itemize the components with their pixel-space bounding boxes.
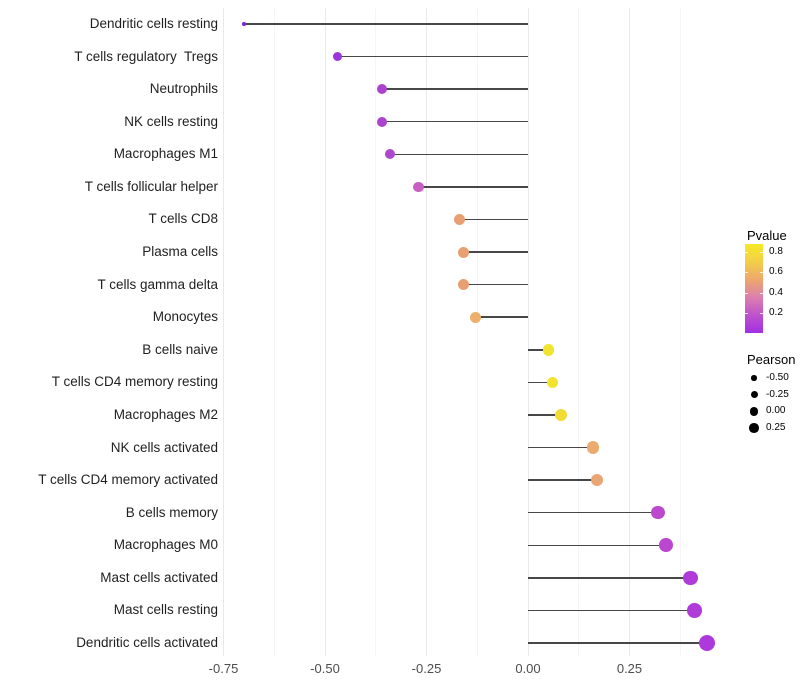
pvalue-legend-title: Pvalue bbox=[747, 228, 787, 243]
x-tick-label: -0.50 bbox=[310, 661, 340, 676]
x-tick-label: 0.00 bbox=[515, 661, 541, 676]
pearson-size-dot bbox=[749, 423, 759, 433]
pearson-legend-title: Pearson bbox=[747, 352, 796, 367]
colorbar-tick-label: 0.6 bbox=[769, 266, 783, 278]
colorbar-tick bbox=[760, 252, 763, 254]
y-axis-label: Macrophages M1 bbox=[113, 146, 218, 162]
x-tick-label: 0.25 bbox=[616, 661, 643, 676]
lollipop-dot bbox=[683, 570, 698, 586]
lollipop-dot bbox=[590, 473, 604, 487]
colorbar-tick bbox=[745, 272, 748, 274]
gridline-major bbox=[527, 8, 529, 656]
gridline-minor bbox=[578, 8, 580, 656]
colorbar-tick bbox=[760, 292, 763, 294]
lollipop-dot bbox=[376, 84, 387, 95]
lollipop-stem bbox=[381, 88, 528, 90]
lollipop-dot bbox=[586, 441, 600, 454]
lollipop-stem bbox=[528, 414, 561, 416]
lollipop-dot bbox=[659, 538, 673, 553]
lollipop-stem bbox=[528, 381, 553, 384]
y-axis-label: Mast cells activated bbox=[100, 569, 218, 585]
lollipop-dot bbox=[332, 51, 342, 62]
colorbar-tick-label: 0.2 bbox=[769, 306, 783, 318]
gridline-minor bbox=[476, 8, 478, 656]
gridline-minor bbox=[273, 8, 275, 656]
lollipop-dot bbox=[546, 376, 559, 389]
pvalue-colorbar bbox=[745, 244, 763, 333]
gridline-major bbox=[629, 8, 630, 656]
y-axis-label: Neutrophils bbox=[149, 81, 218, 97]
y-axis-label: T cells CD4 memory resting bbox=[51, 374, 218, 390]
lollipop-dot bbox=[384, 149, 396, 160]
pearson-size-dot bbox=[750, 391, 758, 399]
pearson-size-dot bbox=[751, 375, 757, 381]
y-axis-label: NK cells resting bbox=[124, 113, 218, 129]
lollipop-dot bbox=[687, 603, 702, 618]
lollipop-dot bbox=[457, 279, 469, 291]
colorbar-tick-label: 0.4 bbox=[769, 286, 783, 298]
pearson-size-label: 0.25 bbox=[766, 422, 786, 434]
y-axis-label: Dendritic cells activated bbox=[76, 635, 218, 651]
lollipop-stem bbox=[528, 446, 593, 449]
lollipop-dot bbox=[554, 409, 567, 421]
lollipop-dot bbox=[457, 246, 469, 258]
lollipop-stem bbox=[475, 316, 528, 318]
y-axis-label: T cells gamma delta bbox=[97, 276, 218, 292]
colorbar-tick bbox=[745, 312, 748, 314]
colorbar-tick bbox=[745, 252, 748, 254]
lollipop-dot bbox=[242, 22, 246, 26]
y-axis-label: B cells memory bbox=[125, 504, 218, 520]
lollipop-stem bbox=[528, 642, 707, 644]
pearson-size-label: 0.00 bbox=[766, 405, 786, 417]
lollipop-stem bbox=[463, 251, 528, 253]
y-axis-label: T cells regulatory Tregs bbox=[74, 48, 218, 64]
lollipop-dot bbox=[453, 214, 465, 225]
pearson-size-label: -0.50 bbox=[766, 372, 789, 383]
lollipop-stem bbox=[463, 283, 528, 286]
pearson-size-dot bbox=[749, 407, 759, 416]
gridline-minor bbox=[679, 8, 681, 656]
lollipop-stem bbox=[381, 120, 528, 123]
y-axis-label: Macrophages M2 bbox=[113, 406, 218, 422]
lollipop-stem bbox=[389, 153, 528, 156]
lollipop-stem bbox=[418, 186, 528, 188]
lollipop-dot bbox=[651, 505, 665, 520]
y-axis-label: T cells follicular helper bbox=[84, 178, 218, 194]
lollipop-stem bbox=[528, 609, 695, 612]
lollipop-stem bbox=[528, 511, 658, 514]
lollipop-stem bbox=[337, 55, 528, 58]
colorbar-tick bbox=[760, 272, 763, 274]
colorbar-tick-label: 0.8 bbox=[769, 246, 783, 258]
lollipop-dot bbox=[413, 181, 424, 193]
y-axis-label: T cells CD4 memory activated bbox=[38, 472, 218, 488]
pearson-size-label: -0.25 bbox=[766, 388, 789, 400]
lollipop-stem bbox=[528, 349, 549, 351]
y-axis-label: Dendritic cells resting bbox=[89, 16, 218, 31]
gridline-major bbox=[426, 8, 427, 656]
gridline-minor bbox=[375, 8, 377, 656]
x-tick-label: -0.75 bbox=[208, 661, 239, 676]
lollipop-stem bbox=[528, 544, 667, 547]
x-tick-label: -0.25 bbox=[411, 661, 442, 676]
y-axis-label: T cells CD8 bbox=[148, 211, 218, 227]
colorbar-tick bbox=[760, 312, 763, 314]
gridline-major bbox=[223, 8, 224, 656]
lollipop-dot bbox=[542, 344, 555, 356]
lollipop-stem bbox=[243, 23, 528, 25]
y-axis-label: Mast cells resting bbox=[113, 602, 218, 618]
lollipop-stem bbox=[458, 218, 528, 221]
lollipop-stem bbox=[528, 577, 691, 579]
lollipop-dot bbox=[469, 311, 481, 323]
lollipop-dot bbox=[698, 635, 715, 651]
gridline-major bbox=[324, 8, 326, 656]
y-axis-label: Plasma cells bbox=[142, 244, 218, 260]
colorbar-tick bbox=[745, 292, 748, 294]
y-axis-label: Macrophages M0 bbox=[113, 537, 218, 553]
lollipop-stem bbox=[528, 479, 598, 481]
y-axis-label: B cells naive bbox=[142, 341, 218, 357]
lollipop-dot bbox=[376, 116, 387, 127]
y-axis-label: NK cells activated bbox=[110, 439, 218, 455]
y-axis-label: Monocytes bbox=[152, 309, 218, 325]
